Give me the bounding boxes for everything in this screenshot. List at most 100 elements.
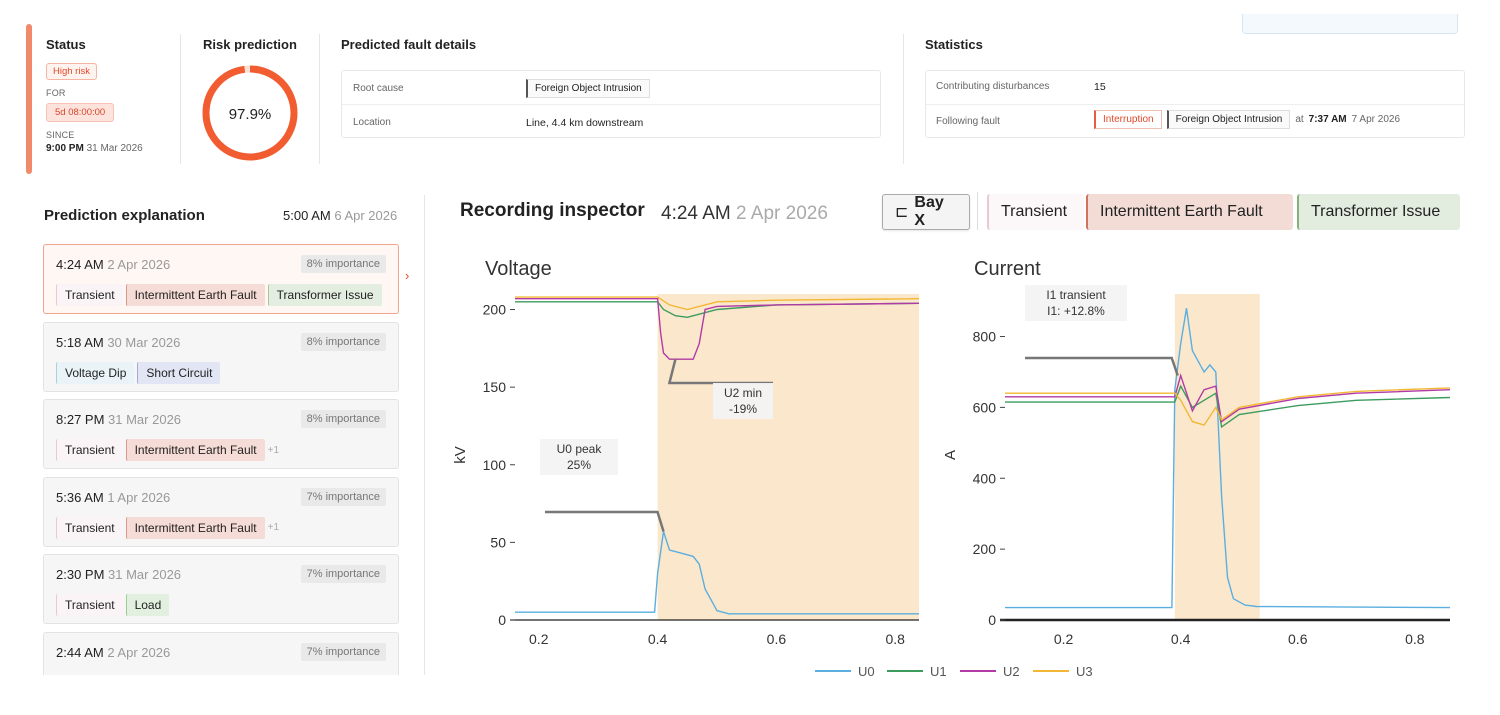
inspector-tag-transient: Transient <box>987 194 1084 230</box>
series-line-u3 <box>515 296 920 311</box>
x-tick-label: 0.6 <box>767 631 787 647</box>
explanation-item[interactable]: 2:44 AM 2 Apr 2026 7% importance <box>43 631 399 675</box>
fault-details-title: Predicted fault details <box>341 37 477 52</box>
x-tick-label: 0.4 <box>648 631 668 647</box>
x-tick-label: 0.6 <box>1288 631 1308 647</box>
fault-tag: Transient <box>56 594 123 616</box>
status-title: Status <box>46 37 86 52</box>
recording-charts: Voltage kV 0 50 100 150 200 0.2 0.4 0.6 0.8 U0 peak… <box>452 258 1451 679</box>
annotation-leader <box>1025 356 1179 376</box>
y-tick-label: 50 <box>490 534 506 550</box>
risk-gauge: 97.9% <box>202 65 298 161</box>
annotation-line1: U0 peak <box>557 442 603 456</box>
status-section: Status High risk FOR 5d 08:00:00 SINCE 9… <box>46 37 143 154</box>
importance-badge: 7% importance <box>300 487 386 506</box>
at-label: at <box>1295 114 1304 125</box>
annotation-leader <box>545 510 665 532</box>
fault-window-highlight <box>1174 294 1260 620</box>
y-tick-label: 800 <box>973 329 997 345</box>
since-time: 9:00 PM <box>46 143 84 154</box>
explanation-timestamp: 5:00 AM 6 Apr 2026 <box>283 208 397 223</box>
panel-divider <box>424 195 425 675</box>
x-tick-label: 0.8 <box>1405 631 1425 647</box>
at-date: 7 Apr 2026 <box>1351 114 1401 125</box>
item-tags: Transient Load <box>56 593 170 617</box>
since-date: 31 Mar 2026 <box>86 143 143 154</box>
divider <box>903 34 904 164</box>
explanation-item[interactable]: 5:18 AM 30 Mar 2026 8% importance Voltage … <box>43 321 399 392</box>
item-time: 4:24 AM <box>56 257 108 272</box>
legend-label: U1 <box>930 664 947 679</box>
risk-badge: High risk <box>46 63 97 80</box>
annotation-line1: U2 min <box>724 386 762 400</box>
annotation-line1: I1 transient <box>1046 288 1106 302</box>
contrib-value: 15 <box>1094 81 1106 93</box>
bay-selector-button[interactable]: ⊏ Bay X <box>882 194 970 230</box>
divider <box>180 34 181 164</box>
legend-label: U0 <box>858 664 875 679</box>
root-cause-label: Root cause <box>353 83 404 94</box>
y-tick-label: 0 <box>988 612 996 628</box>
y-tick-label: 400 <box>973 470 997 486</box>
item-date: 2 Apr 2026 <box>107 257 171 272</box>
item-tags: Transient Intermittent Earth Fault +1 <box>56 438 279 462</box>
series-line-u1 <box>1005 384 1451 429</box>
y-tick-label: 600 <box>973 399 997 415</box>
annotation-box <box>713 383 773 419</box>
item-date: 1 Apr 2026 <box>107 489 171 505</box>
since-label: SINCE <box>46 130 75 140</box>
y-tick-label: 200 <box>483 302 507 318</box>
fault-tag: Load <box>125 594 170 616</box>
inspector-timestamp: 4:24 AM 2 Apr 2026 <box>661 203 828 225</box>
y-tick-label: 150 <box>483 379 507 395</box>
fault-tag: Transient <box>56 439 123 461</box>
y-tick-label: 200 <box>973 541 997 557</box>
series-line-u0 <box>1005 308 1451 609</box>
explanation-item[interactable]: 8:27 PM 31 Mar 2026 8% importance Transien… <box>43 399 399 469</box>
following-fault-tags: Interruption Foreign Object Intrusion at… <box>1094 110 1400 129</box>
annotation-box <box>540 439 618 475</box>
foreign-object-tag: Foreign Object Intrusion <box>1166 110 1291 129</box>
fault-tag: Intermittent Earth Fault <box>125 516 265 539</box>
y-tick-label: 0 <box>498 612 506 628</box>
fault-tag: Short Circuit <box>137 361 221 384</box>
row-divider <box>926 104 1464 105</box>
item-timestamp: 8:27 PM 31 Mar 2026 <box>56 412 181 427</box>
item-time: 8:27 PM <box>56 412 109 427</box>
item-tags: Voltage Dip Short Circuit <box>56 361 221 385</box>
item-date: 31 Mar 2026 <box>108 412 182 427</box>
risk-title: Risk prediction <box>203 37 297 52</box>
risk-section: Risk prediction <box>203 37 297 52</box>
item-time: 5:36 AM <box>56 489 108 505</box>
explanation-item[interactable]: 4:24 AM 2 Apr 2026 8% importance Transient… <box>43 244 399 314</box>
bay-icon: ⊏ <box>895 204 909 221</box>
item-timestamp: 2:44 AM 2 Apr 2026 <box>56 645 170 660</box>
top-right-control[interactable] <box>1242 14 1458 34</box>
for-label: FOR <box>46 88 66 98</box>
inspector-tag-transformer: Transformer Issue <box>1297 194 1460 230</box>
explanation-time: 5:00 AM <box>283 208 331 223</box>
since-value: 9:00 PM 31 Mar 2026 <box>46 143 143 154</box>
item-time: 2:44 AM <box>56 644 108 660</box>
importance-badge: 7% importance <box>300 565 386 583</box>
item-timestamp: 2:30 PM 31 Mar 2026 <box>56 567 181 582</box>
bay-label: Bay X <box>914 194 944 229</box>
interruption-tag: Interruption <box>1094 110 1162 129</box>
risk-gauge-arc <box>202 65 298 161</box>
x-tick-label: 0.8 <box>886 631 906 647</box>
divider <box>977 192 978 230</box>
annotation-line2: I1: +12.8% <box>1047 304 1105 318</box>
x-tick-label: 0.2 <box>1054 631 1074 647</box>
explanation-item[interactable]: 5:36 AM 1 Apr 2026 7% importance Transient… <box>43 476 399 547</box>
series-line-u0 <box>515 531 919 615</box>
summary-bar: Status High risk FOR 5d 08:00:00 SINCE 9… <box>0 0 1500 180</box>
explanation-item[interactable]: 2:30 PM 31 Mar 2026 7% importance Transien… <box>43 554 399 624</box>
explanation-list: 4:24 AM 2 Apr 2026 8% importance Transient… <box>30 244 425 675</box>
risk-accent-strip <box>26 24 32 174</box>
fault-tag: Transformer Issue <box>267 284 382 306</box>
importance-badge: 8% importance <box>300 332 386 351</box>
x-tick-label: 0.2 <box>529 631 549 647</box>
contrib-label: Contributing disturbances <box>936 81 1050 92</box>
statistics-title: Statistics <box>925 37 983 52</box>
x-tick-label: 0.4 <box>1171 631 1191 647</box>
